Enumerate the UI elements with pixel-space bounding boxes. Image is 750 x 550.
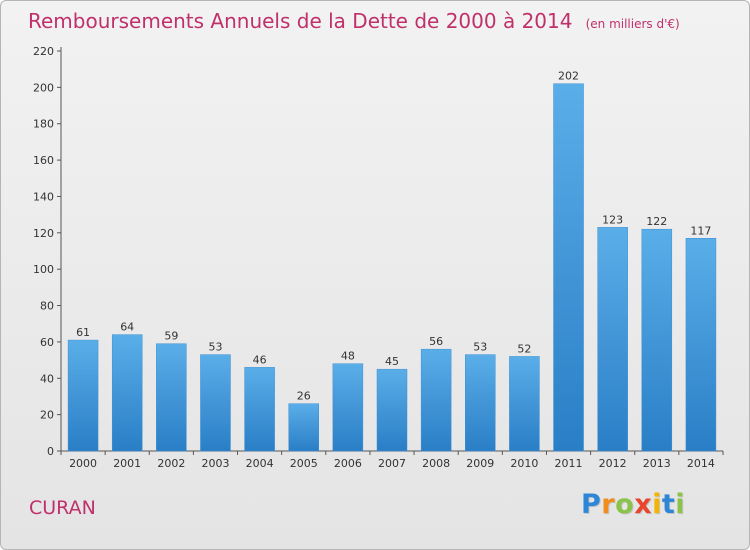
logo-letter: x <box>634 489 653 520</box>
chart-subtitle: (en milliers d'€) <box>585 17 680 31</box>
y-tick-label: 80 <box>40 300 54 313</box>
bar-2004 <box>244 367 275 452</box>
y-tick-label: 200 <box>33 81 54 94</box>
logo-letter: t <box>661 489 676 520</box>
chart-title-row: Remboursements Annuels de la Dette de 20… <box>28 9 680 33</box>
bar-2011 <box>553 83 584 452</box>
data-label: 46 <box>253 353 267 366</box>
y-tick-label: 40 <box>40 372 54 385</box>
data-label: 202 <box>558 70 579 83</box>
x-tick-label: 2005 <box>290 457 318 470</box>
x-tick-label: 2013 <box>643 457 671 470</box>
data-label: 53 <box>208 341 222 354</box>
logo-letter: r <box>601 489 616 520</box>
bar-2005 <box>288 403 319 452</box>
data-label: 52 <box>517 342 531 355</box>
commune-name: CURAN <box>29 497 96 519</box>
y-tick-label: 0 <box>47 445 54 458</box>
y-tick-label: 220 <box>33 45 54 58</box>
x-tick-label: 2006 <box>334 457 362 470</box>
logo-letter: o <box>615 489 635 520</box>
bar-2009 <box>465 354 496 452</box>
data-label: 48 <box>341 350 355 363</box>
y-tick-label: 20 <box>40 409 54 422</box>
data-label: 45 <box>385 355 399 368</box>
bar-2014 <box>685 238 717 452</box>
data-label: 64 <box>120 321 134 334</box>
bar-2006 <box>332 363 364 452</box>
y-tick-label: 140 <box>33 190 54 203</box>
y-tick-label: 100 <box>33 263 54 276</box>
x-tick-label: 2002 <box>157 457 185 470</box>
x-tick-label: 2011 <box>555 457 583 470</box>
bar-2002 <box>156 343 187 452</box>
bar-2008 <box>420 348 452 452</box>
data-label: 122 <box>646 215 667 228</box>
logo-letter: P <box>581 489 602 520</box>
data-label: 26 <box>297 390 311 403</box>
y-tick-label: 160 <box>33 154 54 167</box>
logo-letter: i <box>675 489 686 520</box>
x-tick-label: 2007 <box>378 457 406 470</box>
bar-2013 <box>641 228 673 452</box>
bar-2012 <box>597 227 628 452</box>
x-tick-label: 2004 <box>246 457 274 470</box>
x-tick-label: 2012 <box>599 457 627 470</box>
x-tick-label: 2008 <box>422 457 450 470</box>
x-tick-label: 2009 <box>466 457 494 470</box>
bar-chart: 0 20 40 60 80 100 120 140 160 180 200 220 61 2000 64 2… <box>33 45 724 470</box>
data-label: 61 <box>76 326 90 339</box>
x-tick-label: 2001 <box>113 457 141 470</box>
data-label: 59 <box>164 330 178 343</box>
data-label: 53 <box>473 341 487 354</box>
y-tick-label: 180 <box>33 118 54 131</box>
bar-2007 <box>376 368 408 452</box>
x-tick-label: 2003 <box>201 457 229 470</box>
bar-2003 <box>200 354 231 452</box>
chart-title: Remboursements Annuels de la Dette de 20… <box>28 9 573 33</box>
data-label: 123 <box>602 213 623 226</box>
proxiti-logo: Proxiti <box>581 489 685 520</box>
x-tick-label: 2010 <box>510 457 538 470</box>
y-tick-label: 120 <box>33 227 54 240</box>
bar-2000 <box>67 339 99 452</box>
data-label: 117 <box>690 224 711 237</box>
data-label: 56 <box>429 335 443 348</box>
bar-2010 <box>509 356 540 452</box>
y-tick-label: 60 <box>40 336 54 349</box>
bar-2001 <box>111 334 143 452</box>
x-tick-label: 2014 <box>687 457 715 470</box>
x-tick-label: 2000 <box>69 457 97 470</box>
logo-letter: i <box>652 489 662 520</box>
